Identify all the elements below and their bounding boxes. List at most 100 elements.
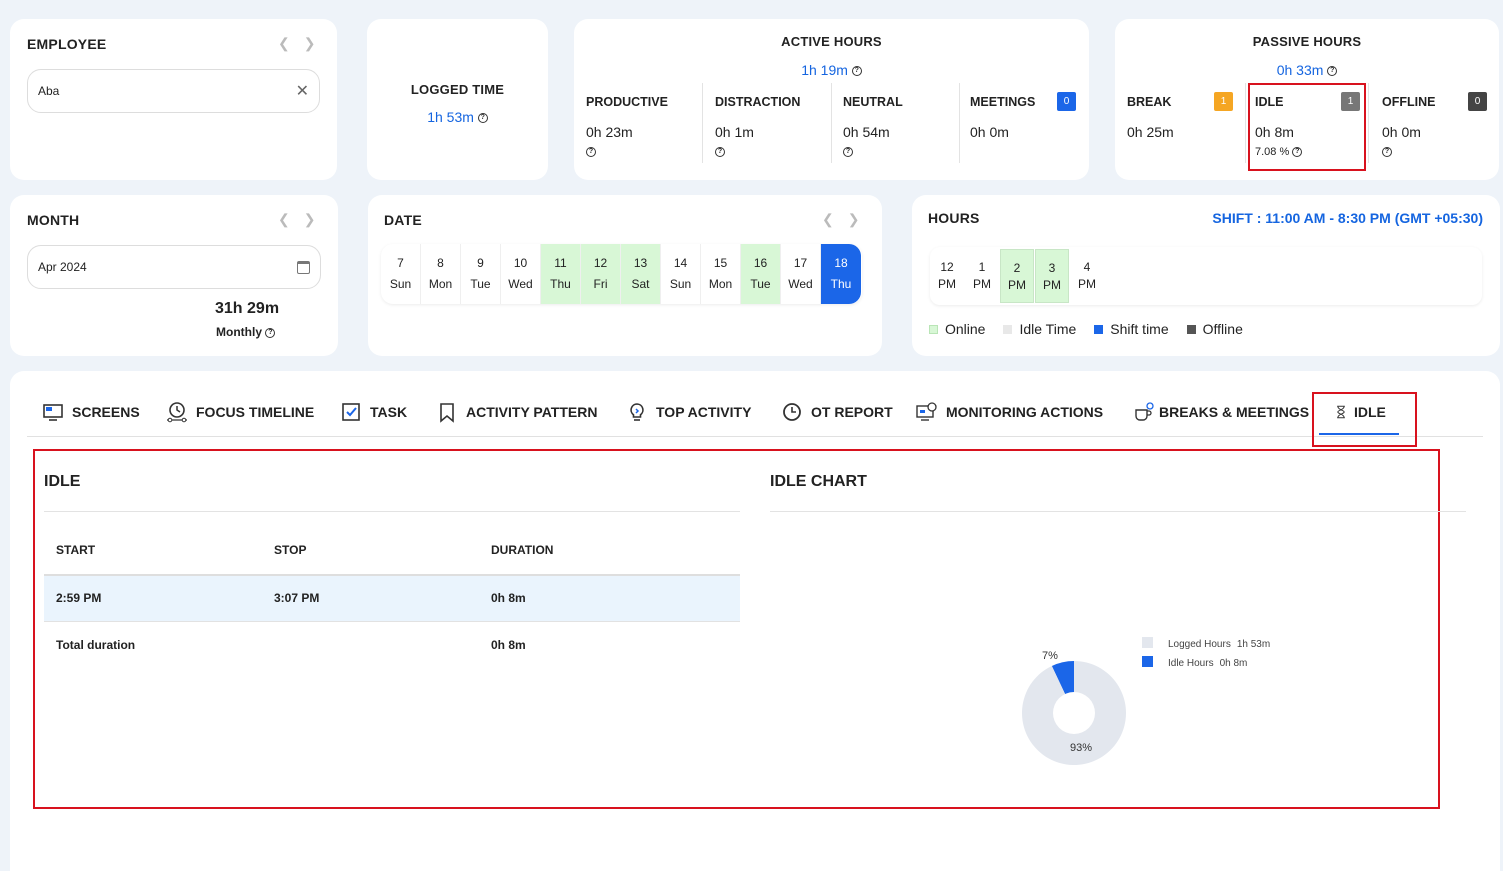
date-7[interactable]: 7 Sun [381,244,421,304]
hour-strip: 12 PM 1 PM 2 PM 3 PM 4 PM [930,247,1482,305]
idle-badge[interactable]: 1 [1341,92,1360,111]
pct-logged-label: 93% [1070,742,1092,754]
help-icon[interactable]: ? [1292,147,1303,158]
hour-slot-12[interactable]: 12 PM [938,260,956,291]
productive-label: PRODUCTIVE [586,95,668,109]
active-hours-card: ACTIVE HOURS 1h 19m ? PRODUCTIVE 0h 23m … [574,19,1089,180]
date-12[interactable]: 12 Fri [581,244,621,304]
legend-shift: Shift time [1094,321,1169,337]
employee-title: EMPLOYEE [27,36,107,52]
hours-card: HOURS SHIFT : 11:00 AM - 8:30 PM (GMT +0… [912,195,1500,356]
break-label: BREAK [1127,95,1172,109]
help-icon[interactable]: ? [851,66,862,77]
break-value: 0h 25m [1127,124,1174,140]
tab-ot-report[interactable]: OT REPORT [781,400,893,424]
date-strip: 7 Sun 8 Mon 9 Tue 10 Wed 11 Thu 12 Fri 13 Sat 14 Sun 15 M… [381,244,862,304]
help-icon[interactable]: ? [265,327,276,338]
prev-employee-icon[interactable]: ❮ [278,35,290,51]
calendar-icon[interactable] [297,260,310,274]
prev-week-icon[interactable]: ❮ [822,211,834,227]
active-hours-title: ACTIVE HOURS [781,34,882,49]
tab-breaks-meetings[interactable]: BREAKS & MEETINGS [1133,400,1309,424]
tab-monitoring-actions[interactable]: MONITORING ACTIONS [916,400,1103,424]
tab-focus-timeline[interactable]: FOCUS TIMELINE [166,400,314,424]
legend-idle: Idle Hours 0h 8m [1168,658,1247,669]
distraction-label: DISTRACTION [715,95,801,109]
clear-icon[interactable]: ✕ [295,83,309,100]
total-label: Total duration [56,638,136,652]
productive-metric: PRODUCTIVE 0h 23m ? [586,95,668,158]
active-tab-indicator [1319,433,1399,435]
meetings-value: 0h 0m [970,124,1009,140]
date-18[interactable]: 18 Thu [821,244,861,304]
shift-label: SHIFT : 11:00 AM - 8:30 PM (GMT +05:30) [1212,210,1483,226]
bookmark-icon [440,403,454,423]
tab-activity-pattern[interactable]: ACTIVITY PATTERN [436,400,597,424]
help-icon[interactable]: ? [586,147,596,158]
prev-month-icon[interactable]: ❮ [278,211,290,227]
neutral-value: 0h 54m [843,124,890,140]
date-9[interactable]: 9 Tue [461,244,501,304]
offline-value: 0h 0m [1382,124,1421,140]
idle-pct: 7.08 % [1255,146,1290,158]
date-8[interactable]: 8 Mon [421,244,461,304]
employee-select[interactable]: Aba ✕ [27,69,320,113]
help-icon[interactable]: ? [1327,66,1338,77]
date-16[interactable]: 16 Tue [741,244,781,304]
meetings-badge[interactable]: 0 [1057,92,1076,111]
idle-content-highlight [33,449,1440,809]
tab-idle[interactable]: IDLE [1334,400,1386,424]
date-13[interactable]: 13 Sat [621,244,661,304]
table-row[interactable]: 2:59 PM 3:07 PM 0h 8m [44,576,740,622]
month-card: MONTH ❮ ❯ Apr 2024 31h 29m Monthly ? [10,195,338,356]
idle-chart-title: IDLE CHART [770,473,867,490]
employee-value: Aba [38,84,60,98]
date-17[interactable]: 17 Wed [781,244,821,304]
monthly-label: Monthly [216,325,262,339]
monthly-total: 31h 29m [215,300,280,317]
tab-top-activity[interactable]: TOP ACTIVITY [626,400,751,424]
date-14[interactable]: 14 Sun [661,244,701,304]
logged-time-value: 1h 53m [427,109,474,125]
break-metric: BREAK 0h 25m [1127,95,1174,140]
hour-slot-3[interactable]: 3 PM [1035,249,1069,303]
date-11[interactable]: 11 Thu [541,244,581,304]
tab-task[interactable]: TASK [340,400,407,424]
distraction-value: 0h 1m [715,124,754,140]
lightbulb-icon [630,403,644,421]
hour-slot-4[interactable]: 4 PM [1078,260,1096,291]
break-badge[interactable]: 1 [1214,92,1233,111]
month-title: MONTH [27,212,80,228]
hourglass-icon [1337,405,1345,419]
month-value: Apr 2024 [38,260,87,274]
offline-badge[interactable]: 0 [1468,92,1487,111]
offline-label: OFFLINE [1382,95,1436,109]
tabs-divider [27,436,1483,437]
neutral-label: NEUTRAL [843,95,903,109]
meetings-metric: MEETINGS 0h 0m [970,95,1035,140]
col-duration: DURATION [491,543,554,557]
help-icon[interactable]: ? [477,113,488,124]
hours-title: HOURS [928,210,980,226]
pct-idle-label: 7% [1042,650,1058,662]
date-15[interactable]: 15 Mon [701,244,741,304]
next-month-icon[interactable]: ❯ [303,211,316,227]
idle-title: IDLE [44,473,81,490]
row-duration: 0h 8m [491,591,526,605]
productive-value: 0h 23m [586,124,633,140]
col-stop: STOP [274,543,307,557]
legend-idle: Idle Time [1003,321,1076,337]
month-picker[interactable]: Apr 2024 [27,245,321,289]
hour-slot-2[interactable]: 2 PM [1000,249,1034,303]
date-10[interactable]: 10 Wed [501,244,541,304]
active-hours-value: 1h 19m [801,62,848,78]
tab-screens[interactable]: SCREENS [42,400,140,424]
col-start: START [56,543,96,557]
distraction-metric: DISTRACTION 0h 1m ? [715,95,800,158]
next-week-icon[interactable]: ❯ [847,211,860,227]
help-icon[interactable]: ? [1382,147,1392,158]
help-icon[interactable]: ? [843,147,853,158]
next-employee-icon[interactable]: ❯ [303,35,316,51]
help-icon[interactable]: ? [715,147,725,158]
hour-slot-1[interactable]: 1 PM [973,260,991,291]
